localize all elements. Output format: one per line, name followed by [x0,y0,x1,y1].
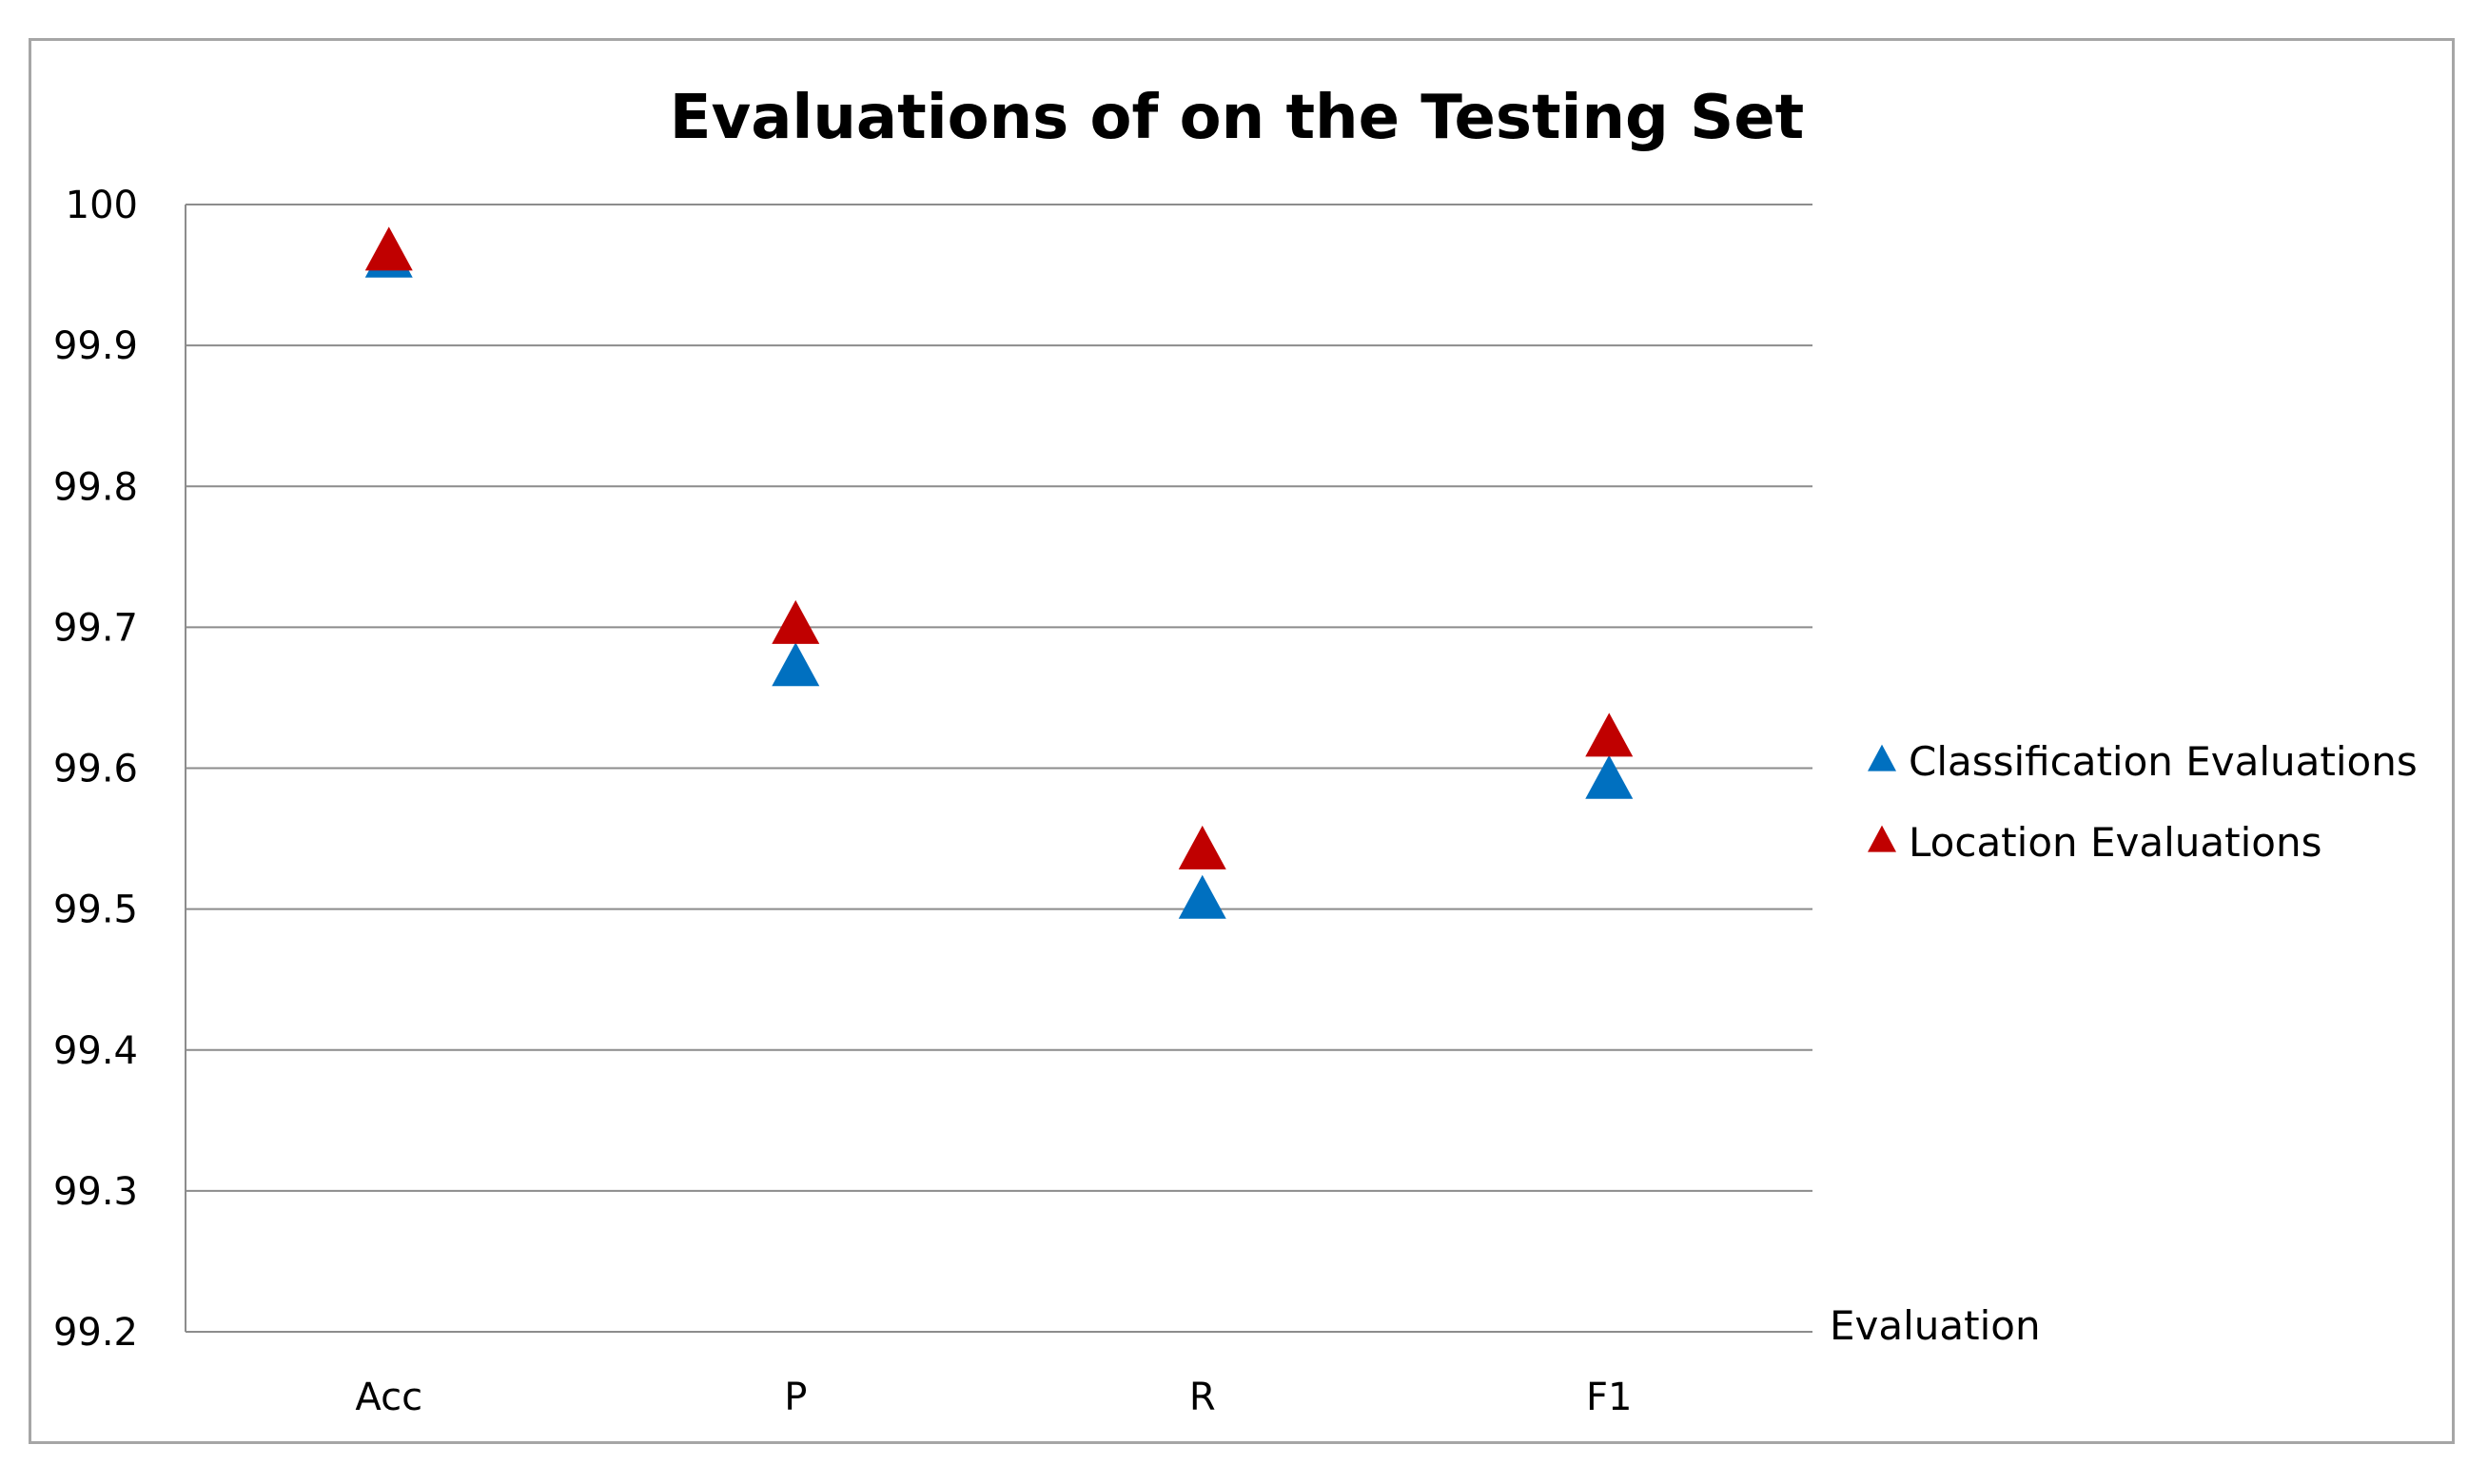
y-tick-label-99.9: 99.9 [53,324,138,368]
y-tick-label-99.8: 99.8 [53,465,138,509]
x-tick-label-acc: Acc [355,1376,422,1419]
legend-marker-classification-evaluations [1868,744,1896,771]
legend-label-location-evaluations: Location Evaluations [1909,819,2321,866]
x-tick-label-r: R [1189,1376,1216,1419]
marker-location-evaluations-r [1178,825,1226,869]
marker-classification-evaluations-r [1178,874,1226,919]
chart-title: Evaluations of on the Testing Set [670,83,1804,153]
y-tick-label-99.4: 99.4 [53,1029,138,1073]
y-tick-label-99.3: 99.3 [53,1170,138,1214]
data-markers [364,226,1634,919]
chart-frame [29,38,2455,1444]
marker-classification-evaluations-p [772,642,820,687]
y-tick-label-99.5: 99.5 [53,888,138,932]
legend-marker-location-evaluations [1868,825,1896,852]
y-tick-labels: 99.2 99.3 99.4 99.5 99.6 99.7 99.8 99.9 100 [53,184,138,1355]
marker-location-evaluations-acc [364,226,413,271]
marker-location-evaluations-f1 [1585,713,1634,757]
legend-label-classification-evaluations: Classification Evaluations [1909,738,2418,785]
x-tick-labels: Acc P R F1 [355,1376,1632,1419]
y-tick-label-99.7: 99.7 [53,606,138,650]
y-tick-label-100: 100 [66,184,138,227]
x-tick-label-f1: F1 [1586,1376,1632,1419]
x-axis-title: Evaluation [1830,1302,2041,1349]
y-tick-label-99.2: 99.2 [53,1311,138,1355]
axes [185,205,1812,1333]
legend: Classification Evaluations Location Evalu… [1868,738,2418,866]
marker-classification-evaluations-f1 [1585,754,1634,799]
marker-location-evaluations-p [772,599,820,644]
x-tick-label-p: P [784,1376,807,1419]
y-tick-label-99.6: 99.6 [53,748,138,791]
gridlines [186,204,1812,1192]
